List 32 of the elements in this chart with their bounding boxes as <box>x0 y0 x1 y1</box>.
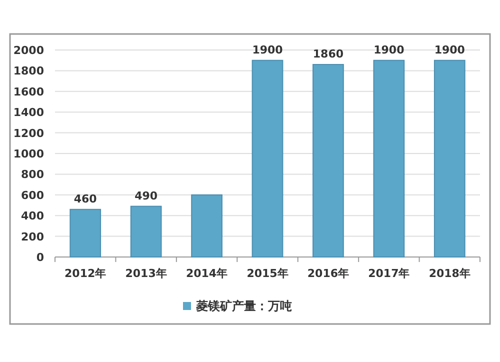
y-tick-label: 1600 <box>13 85 44 98</box>
bar <box>312 64 344 258</box>
y-tick-label: 400 <box>21 210 44 223</box>
x-tick-label: 2015年 <box>246 267 288 280</box>
y-tick-label: 1800 <box>13 64 44 78</box>
y-tick-label: 1000 <box>13 148 44 160</box>
x-tick-label: 2018年 <box>428 267 470 280</box>
x-tick-label: 2012年 <box>64 267 106 280</box>
bar <box>130 206 162 258</box>
y-tick-label: 2000 <box>13 44 44 57</box>
data-label: 1900 <box>252 43 284 56</box>
x-tick-label: 2014年 <box>186 267 228 280</box>
bar <box>191 194 222 258</box>
bar <box>252 60 284 258</box>
y-tick-label: 800 <box>21 168 44 182</box>
bar <box>70 208 102 258</box>
y-tick-label: 0 <box>36 251 44 264</box>
y-tick-label: 600 <box>21 188 44 202</box>
bar <box>373 60 405 258</box>
y-tick-label: 200 <box>21 230 44 244</box>
x-tick-label: 2017年 <box>368 267 410 280</box>
data-label: 490 <box>134 189 158 202</box>
legend-label: 菱镁矿产量：万吨 <box>195 299 292 313</box>
y-tick-label: 1200 <box>13 126 44 140</box>
data-label: 1860 <box>312 47 344 60</box>
data-label: 1900 <box>434 43 466 56</box>
y-tick-label: 1400 <box>13 106 44 120</box>
x-tick-label: 2016年 <box>307 267 350 280</box>
data-label: 460 <box>74 192 98 206</box>
data-label: 1900 <box>374 43 405 56</box>
x-tick-label: 2013年 <box>125 267 167 280</box>
bar <box>434 60 466 258</box>
